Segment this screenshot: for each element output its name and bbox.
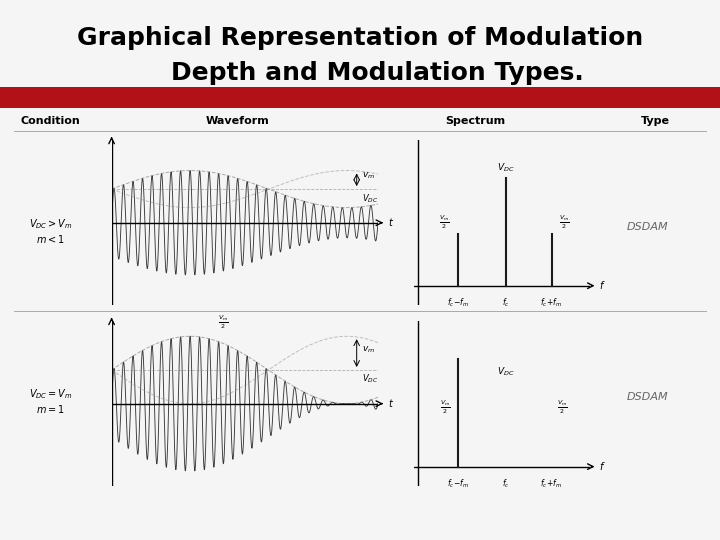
Text: $v_m$: $v_m$ [362,345,375,355]
Text: DSDAM: DSDAM [627,222,669,232]
Text: $\frac{V_m}{2}$: $\frac{V_m}{2}$ [218,313,229,331]
Text: $\frac{V_m}{2}$: $\frac{V_m}{2}$ [441,399,451,416]
Text: $V_{DC}$: $V_{DC}$ [362,373,378,386]
Text: $V_{DC} = V_m$: $V_{DC} = V_m$ [29,387,72,401]
Text: Depth and Modulation Types.: Depth and Modulation Types. [136,61,584,85]
Text: $m < 1$: $m < 1$ [36,233,65,245]
Text: $\frac{V_m}{2}$: $\frac{V_m}{2}$ [438,213,449,231]
Text: $V_{DC}$: $V_{DC}$ [497,161,515,174]
Text: $f_c\!-\!f_m$: $f_c\!-\!f_m$ [447,296,469,309]
Text: Graphical Representation of Modulation: Graphical Representation of Modulation [77,26,643,50]
Text: $f_c\!-\!f_m$: $f_c\!-\!f_m$ [447,477,469,490]
Text: $f_c\!+\!f_m$: $f_c\!+\!f_m$ [541,296,563,309]
Text: t: t [389,399,392,409]
Text: $f_c\!+\!f_m$: $f_c\!+\!f_m$ [541,477,563,490]
Text: $f_c$: $f_c$ [502,477,510,490]
Text: f: f [599,462,603,471]
Text: f: f [599,281,603,291]
Text: Type: Type [641,117,670,126]
Text: $V_{DC} > V_m$: $V_{DC} > V_m$ [29,217,72,231]
Text: $\frac{V_m}{2}$: $\frac{V_m}{2}$ [559,213,570,231]
Text: $V_{DC}$: $V_{DC}$ [497,366,515,379]
Text: Spectrum: Spectrum [445,117,505,126]
Text: Condition: Condition [21,117,80,126]
Text: $f_c$: $f_c$ [502,296,510,309]
Text: Waveform: Waveform [206,117,269,126]
Text: $m = 1$: $m = 1$ [36,403,65,415]
Text: $\frac{V_m}{2}$: $\frac{V_m}{2}$ [557,399,567,416]
Text: $v_m$: $v_m$ [362,171,375,181]
Text: t: t [389,218,392,228]
Text: DSDАМ: DSDАМ [627,392,669,402]
Text: $V_{DC}$: $V_{DC}$ [362,192,378,205]
